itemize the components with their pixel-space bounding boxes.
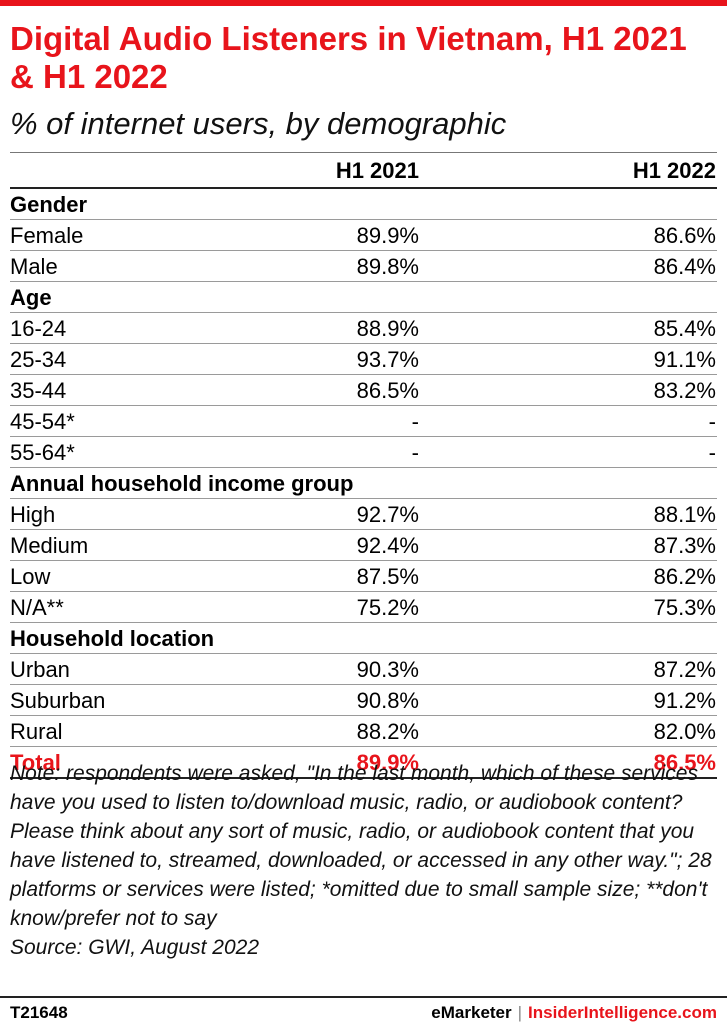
value-h1-2022: - <box>708 409 716 434</box>
footer: T21648 eMarketer | InsiderIntelligence.com <box>0 996 727 1026</box>
table-row: Medium 92.4% 87.3% <box>10 530 717 561</box>
value-h1-2021: - <box>411 440 419 465</box>
brand-separator: | <box>517 1003 523 1022</box>
table-row: 35-44 86.5% 83.2% <box>10 375 717 406</box>
value-h1-2021: 88.9% <box>356 316 419 341</box>
note-text: Note: respondents were asked, "In the la… <box>10 762 712 930</box>
row-label: Gender <box>10 192 88 217</box>
row-label: High <box>10 502 56 527</box>
notes: Note: respondents were asked, "In the la… <box>10 759 717 962</box>
brand-insiderintelligence: InsiderIntelligence.com <box>528 1003 717 1022</box>
table-row: Female 89.9% 86.6% <box>10 220 717 251</box>
table-row: Rural 88.2% 82.0% <box>10 716 717 747</box>
row-label: Female <box>10 223 84 248</box>
value-h1-2021: 89.9% <box>356 750 419 775</box>
row-label: 16-24 <box>10 316 67 341</box>
value-h1-2021: 89.9% <box>356 223 419 248</box>
value-h1-2021: 93.7% <box>356 347 419 372</box>
value-h1-2021: 75.2% <box>356 595 419 620</box>
column-header-2021: H1 2021 <box>335 158 419 183</box>
value-h1-2021: 88.2% <box>356 719 419 744</box>
column-header-2022: H1 2022 <box>632 158 716 183</box>
value-h1-2022: 83.2% <box>653 378 716 403</box>
value-h1-2022: 85.4% <box>653 316 716 341</box>
value-h1-2022: 87.2% <box>653 657 716 682</box>
chart-title: Digital Audio Listeners in Vietnam, H1 2… <box>10 20 687 95</box>
value-h1-2021: 90.3% <box>356 657 419 682</box>
value-h1-2022: - <box>708 440 716 465</box>
section-row: Gender <box>10 189 717 220</box>
value-h1-2021: 87.5% <box>356 564 419 589</box>
value-h1-2022: 75.3% <box>653 595 716 620</box>
row-label: Rural <box>10 719 63 744</box>
accent-bar <box>0 0 727 6</box>
table-row: 55-64* - - <box>10 437 717 468</box>
table-row: Suburban 90.8% 91.2% <box>10 685 717 716</box>
table-body: Gender Female 89.9% 86.6% Male 89.8% 86.4% Age 1… <box>10 189 717 779</box>
value-h1-2021: - <box>411 409 419 434</box>
row-label: 45-54* <box>10 409 75 434</box>
table-row: Low 87.5% 86.2% <box>10 561 717 592</box>
row-label: Household location <box>10 626 215 651</box>
brand-emarketer: eMarketer <box>431 1003 512 1022</box>
row-label: 25-34 <box>10 347 67 372</box>
value-h1-2021: 92.4% <box>356 533 419 558</box>
value-h1-2021: 90.8% <box>356 688 419 713</box>
table-row: 16-24 88.9% 85.4% <box>10 313 717 344</box>
value-h1-2022: 82.0% <box>653 719 716 744</box>
row-label: 35-44 <box>10 378 67 403</box>
section-row: Annual household income group <box>10 468 717 499</box>
table-row: 25-34 93.7% 91.1% <box>10 344 717 375</box>
table-header: H1 2021 H1 2022 <box>10 152 717 189</box>
row-label: Low <box>10 564 51 589</box>
table-row: High 92.7% 88.1% <box>10 499 717 530</box>
value-h1-2022: 87.3% <box>653 533 716 558</box>
row-label: Medium <box>10 533 89 558</box>
section-row: Age <box>10 282 717 313</box>
row-label: Male <box>10 254 58 279</box>
value-h1-2022: 88.1% <box>653 502 716 527</box>
value-h1-2022: 86.6% <box>653 223 716 248</box>
value-h1-2021: 89.8% <box>356 254 419 279</box>
chart-code: T21648 <box>10 1003 68 1022</box>
table-row: N/A** 75.2% 75.3% <box>10 592 717 623</box>
value-h1-2022: 86.5% <box>653 750 716 775</box>
total-row: Total 89.9% 86.5% <box>10 747 717 779</box>
source-text: Source: GWI, August 2022 <box>10 936 260 959</box>
row-label: 55-64* <box>10 440 75 465</box>
row-label: Total <box>10 750 61 775</box>
value-h1-2022: 86.2% <box>653 564 716 589</box>
section-row: Household location <box>10 623 717 654</box>
row-label: N/A** <box>10 595 64 620</box>
value-h1-2021: 92.7% <box>356 502 419 527</box>
value-h1-2022: 86.4% <box>653 254 716 279</box>
row-label: Annual household income group <box>10 471 354 496</box>
row-label: Suburban <box>10 688 106 713</box>
table-row: 45-54* - - <box>10 406 717 437</box>
brand: eMarketer | InsiderIntelligence.com <box>431 1003 717 1023</box>
table-row: Urban 90.3% 87.2% <box>10 654 717 685</box>
data-table: H1 2021 H1 2022 Gender Female 89.9% 86.6% Ma… <box>10 152 717 779</box>
value-h1-2022: 91.1% <box>653 347 716 372</box>
table-row: Male 89.8% 86.4% <box>10 251 717 282</box>
value-h1-2022: 91.2% <box>653 688 716 713</box>
value-h1-2021: 86.5% <box>356 378 419 403</box>
row-label: Age <box>10 285 52 310</box>
row-label: Urban <box>10 657 70 682</box>
chart-subtitle: % of internet users, by demographic <box>10 106 507 141</box>
